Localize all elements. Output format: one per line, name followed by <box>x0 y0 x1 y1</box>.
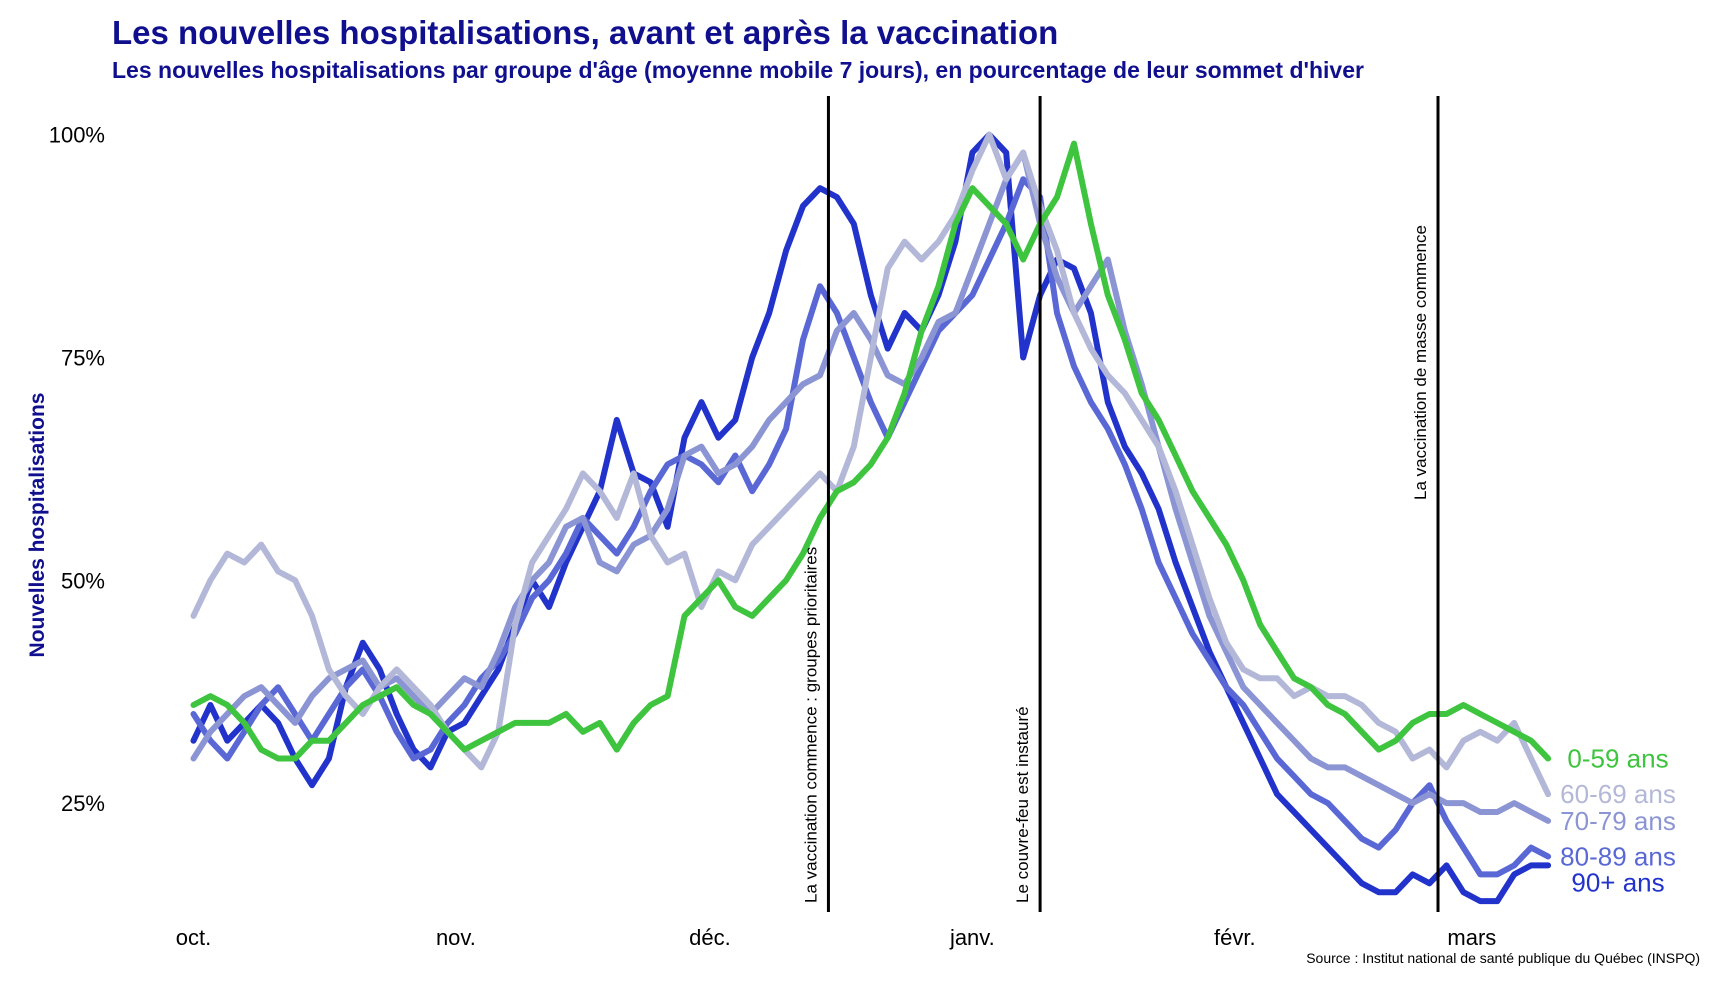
y-tick-label: 50% <box>61 568 105 593</box>
series-line-0-59-ans <box>190 140 1552 762</box>
event-label: La vaccination commence : groupes priori… <box>801 547 820 903</box>
y-tick-label: 25% <box>61 791 105 816</box>
series-label-80-89-ans: 80-89 ans <box>1560 842 1676 872</box>
event-label: Le couvre-feu est instauré <box>1013 706 1032 903</box>
chart-subtitle: Les nouvelles hospitalisations par group… <box>112 57 1364 83</box>
x-tick-label: déc. <box>689 925 731 950</box>
y-tick-label: 100% <box>49 123 105 148</box>
source-note: Source : Institut national de santé publ… <box>1306 950 1700 966</box>
y-axis-label: Nouvelles hospitalisations <box>26 393 49 658</box>
series-lines <box>190 131 1552 905</box>
x-tick-label: févr. <box>1214 925 1256 950</box>
series-line-60-69-ans <box>190 131 1552 798</box>
x-tick-label: nov. <box>436 925 476 950</box>
x-tick-label: janv. <box>949 925 995 950</box>
series-label-60-69-ans: 60-69 ans <box>1560 779 1676 809</box>
series-label-90-ans: 90+ ans <box>1571 868 1664 898</box>
chart-title: Les nouvelles hospitalisations, avant et… <box>112 14 1059 51</box>
event-markers: La vaccination commence : groupes priori… <box>801 96 1440 912</box>
series-line-70-79-ans <box>190 149 1552 824</box>
y-axis-tick-labels: 25% 50% 75% 100% <box>49 123 105 816</box>
x-axis-tick-labels: oct. nov. déc. janv. févr. mars <box>176 925 1497 950</box>
series-label-0-59-ans: 0-59 ans <box>1567 744 1668 774</box>
x-tick-label: mars <box>1447 925 1496 950</box>
x-tick-label: oct. <box>176 925 211 950</box>
y-tick-label: 75% <box>61 346 105 371</box>
series-line-80-89-ans <box>190 176 1552 878</box>
series-line-90-ans <box>190 131 1552 905</box>
event-label: La vaccination de masse commence <box>1411 225 1430 500</box>
series-label-70-79-ans: 70-79 ans <box>1560 806 1676 836</box>
